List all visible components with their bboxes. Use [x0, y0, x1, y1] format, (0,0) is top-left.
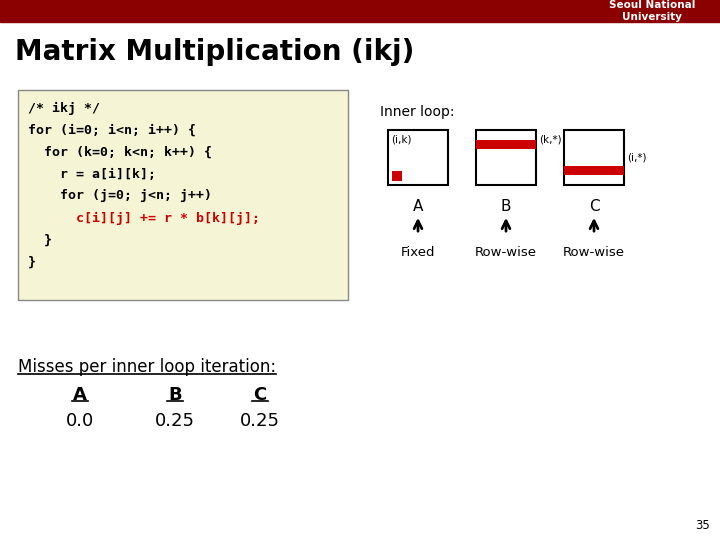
Text: C: C	[253, 386, 266, 404]
Text: B: B	[168, 386, 182, 404]
Text: (i,k): (i,k)	[391, 134, 412, 144]
Text: c[i][j] += r * b[k][j];: c[i][j] += r * b[k][j];	[28, 212, 260, 225]
Bar	[392, 171, 402, 181]
Text: A: A	[413, 199, 423, 214]
Text: 35: 35	[696, 519, 710, 532]
Text: Misses per inner loop iteration:: Misses per inner loop iteration:	[18, 358, 276, 376]
Text: (i,*): (i,*)	[627, 152, 647, 162]
Text: Row-wise: Row-wise	[563, 246, 625, 259]
Bar	[476, 140, 536, 149]
Text: B: B	[500, 199, 511, 214]
Text: }: }	[28, 255, 36, 268]
Text: Inner loop:: Inner loop:	[380, 105, 454, 119]
Text: r = a[i][k];: r = a[i][k];	[28, 167, 156, 180]
Text: C: C	[589, 199, 599, 214]
Text: for (i=0; i<n; i++) {: for (i=0; i<n; i++) {	[28, 124, 196, 137]
Text: Matrix Multiplication (ikj): Matrix Multiplication (ikj)	[15, 38, 415, 66]
Bar	[564, 130, 624, 185]
Text: Seoul National
University: Seoul National University	[608, 0, 695, 22]
Text: Row-wise: Row-wise	[475, 246, 537, 259]
Text: for (k=0; k<n; k++) {: for (k=0; k<n; k++) {	[28, 145, 212, 159]
Bar	[388, 130, 448, 185]
Text: 0.25: 0.25	[240, 412, 280, 430]
Text: (k,*): (k,*)	[539, 135, 562, 145]
Text: A: A	[73, 386, 87, 404]
Text: /* ikj */: /* ikj */	[28, 102, 100, 114]
Text: Fixed: Fixed	[401, 246, 436, 259]
Bar	[18, 90, 348, 300]
Text: 0.25: 0.25	[155, 412, 195, 430]
Text: 0.0: 0.0	[66, 412, 94, 430]
Bar	[0, 0, 720, 22]
Bar	[476, 130, 536, 185]
Bar	[564, 166, 624, 175]
Text: }: }	[28, 233, 52, 246]
Text: for (j=0; j<n; j++): for (j=0; j<n; j++)	[28, 190, 212, 202]
